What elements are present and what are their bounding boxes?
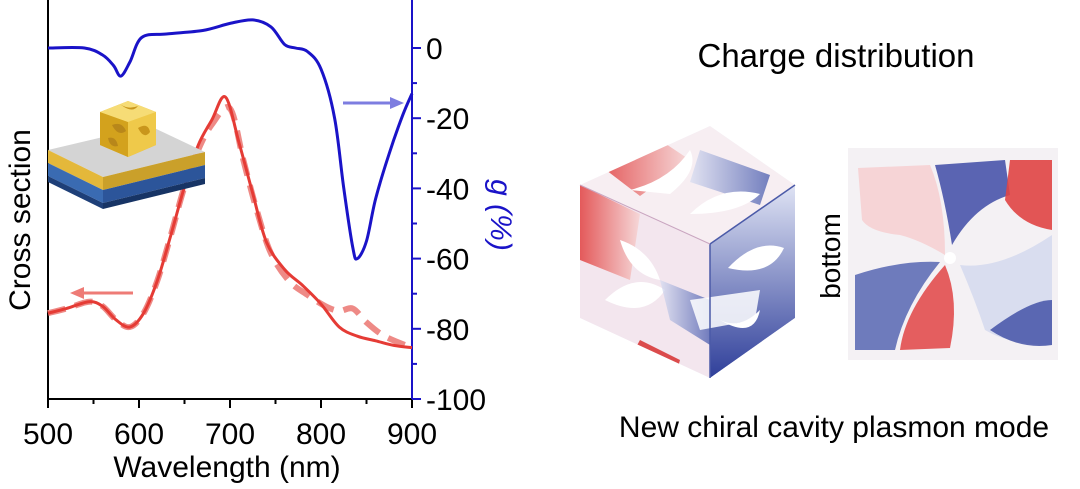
x-tick-label: 700	[205, 418, 255, 451]
structure-inset-image	[48, 101, 205, 209]
mode-caption: New chiral cavity plasmon mode	[619, 411, 1049, 444]
g-factor-line	[47, 18, 414, 261]
red-series-arrow	[70, 287, 133, 299]
x-tick-label: 500	[23, 418, 73, 451]
y-tick-label: -80	[426, 314, 469, 347]
cube-charge-map	[579, 126, 796, 378]
y-tick-label: 0	[426, 33, 443, 66]
spectra-chart: 500 600 700 800 900 0 -20 -40 -60 -80 -100 Wavele…	[4, 0, 517, 484]
y-tick-label: -40	[426, 173, 469, 206]
y-tick-label: -60	[426, 244, 469, 277]
y-tick-label: -100	[426, 384, 486, 417]
y-tick-label: -20	[426, 103, 469, 136]
left-y-axis-label: Cross section	[4, 129, 37, 311]
series-layer	[47, 18, 414, 351]
bottom-charge-map	[848, 148, 1058, 360]
cross-section-line	[47, 95, 413, 350]
blue-series-arrow	[343, 97, 404, 109]
right-y-axis-ticks: 0 -20 -40 -60 -80 -100	[412, 33, 486, 417]
right-y-axis-label: g (%)	[484, 179, 517, 251]
x-tick-label: 800	[296, 418, 346, 451]
x-tick-label: 900	[387, 418, 437, 451]
x-axis-ticks: 500 600 700 800 900	[23, 399, 437, 451]
charge-distribution-title: Charge distribution	[698, 37, 975, 74]
x-tick-label: 600	[114, 418, 164, 451]
x-axis-label: Wavelength (nm)	[113, 451, 340, 484]
bottom-view-label: bottom	[815, 213, 846, 299]
